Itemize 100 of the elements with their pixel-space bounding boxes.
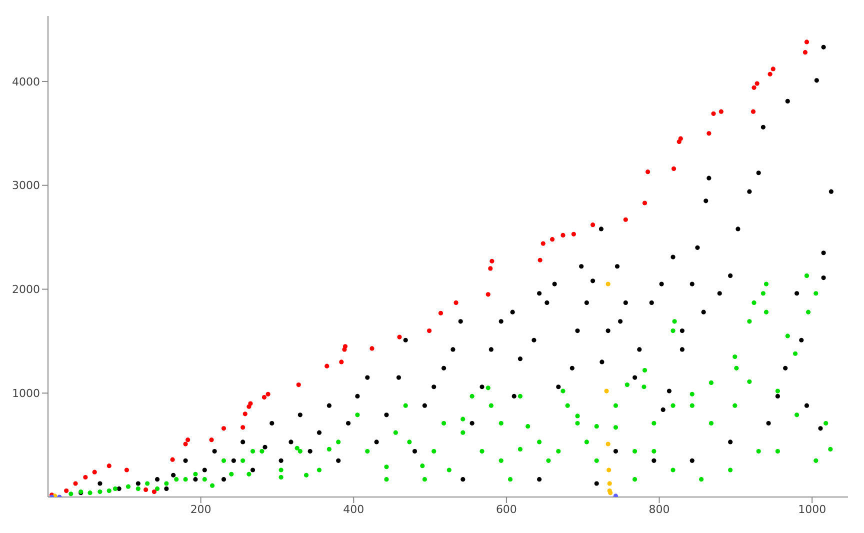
- point: [672, 319, 677, 324]
- point: [316, 468, 322, 472]
- point: [460, 416, 466, 422]
- y-tick-label: 4000: [12, 75, 40, 88]
- point: [671, 166, 676, 172]
- point: [326, 446, 332, 452]
- point: [470, 394, 474, 399]
- point: [606, 442, 610, 446]
- point: [403, 403, 408, 408]
- point: [785, 334, 790, 338]
- point: [806, 310, 811, 314]
- point: [152, 490, 157, 494]
- point: [393, 430, 398, 435]
- point: [756, 448, 761, 454]
- point: [670, 468, 676, 472]
- point: [518, 394, 523, 399]
- point: [442, 420, 446, 426]
- point: [68, 492, 74, 496]
- point: [571, 232, 576, 236]
- point: [604, 388, 609, 394]
- point: [546, 458, 551, 463]
- point: [770, 66, 776, 72]
- point: [754, 81, 760, 86]
- point: [518, 446, 523, 452]
- point: [624, 382, 630, 388]
- point: [342, 344, 348, 349]
- point: [193, 472, 198, 476]
- point: [73, 481, 78, 486]
- point: [752, 85, 756, 90]
- point: [246, 472, 252, 476]
- point: [183, 477, 188, 482]
- point: [170, 457, 175, 462]
- point: [642, 200, 648, 206]
- point: [623, 217, 628, 222]
- point: [678, 136, 683, 141]
- point: [154, 486, 160, 491]
- point: [575, 414, 580, 418]
- point: [209, 438, 214, 442]
- x-tick-label: 800: [648, 502, 670, 516]
- point: [384, 477, 389, 482]
- point: [92, 470, 97, 474]
- point: [336, 440, 341, 444]
- point: [646, 170, 650, 174]
- point: [98, 490, 102, 494]
- point: [446, 468, 452, 472]
- point: [454, 300, 458, 306]
- point: [508, 477, 513, 482]
- point: [560, 232, 566, 238]
- point: [632, 448, 638, 454]
- point: [732, 354, 738, 360]
- point: [186, 438, 190, 442]
- point: [608, 490, 613, 496]
- point: [540, 241, 546, 246]
- point: [164, 481, 169, 486]
- point: [594, 424, 599, 429]
- point: [106, 488, 112, 494]
- point: [706, 131, 712, 136]
- point: [242, 412, 248, 416]
- point: [88, 490, 92, 496]
- point: [752, 300, 756, 306]
- y-tick-label: 3000: [12, 179, 40, 192]
- point: [732, 403, 738, 408]
- point: [339, 360, 344, 364]
- point: [764, 282, 769, 286]
- point: [652, 420, 656, 426]
- point: [828, 446, 833, 452]
- point: [670, 403, 676, 408]
- point: [642, 368, 648, 373]
- point: [708, 380, 714, 386]
- point: [486, 292, 490, 297]
- point: [262, 394, 267, 400]
- point: [613, 403, 618, 408]
- point: [526, 424, 530, 429]
- point: [606, 282, 610, 286]
- point: [802, 50, 808, 55]
- point: [814, 291, 818, 296]
- x-tick-label: 600: [496, 502, 517, 516]
- point: [422, 477, 427, 482]
- point: [250, 448, 256, 454]
- point: [590, 222, 596, 228]
- point: [304, 472, 309, 478]
- point: [711, 111, 716, 116]
- point: [556, 448, 561, 454]
- point: [537, 440, 542, 444]
- point: [144, 487, 148, 492]
- point: [407, 440, 412, 444]
- point: [775, 388, 780, 394]
- point: [480, 448, 484, 454]
- point: [486, 386, 490, 390]
- point: [652, 448, 656, 454]
- point: [432, 448, 436, 454]
- y-tick-label: 2000: [12, 283, 40, 296]
- point: [136, 486, 140, 491]
- point: [397, 334, 402, 340]
- point: [240, 425, 246, 430]
- point: [260, 448, 264, 454]
- point: [498, 458, 504, 463]
- point: [355, 412, 360, 418]
- point: [145, 481, 150, 486]
- point: [426, 328, 432, 334]
